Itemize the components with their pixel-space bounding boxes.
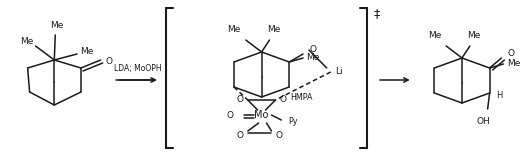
Text: Me: Me <box>467 31 480 40</box>
Text: Mo: Mo <box>254 110 269 120</box>
Text: O: O <box>309 45 317 55</box>
Text: O: O <box>280 95 287 105</box>
Text: O: O <box>105 57 112 66</box>
Text: Me: Me <box>427 31 441 40</box>
Text: Me: Me <box>306 52 320 62</box>
Text: Me: Me <box>20 38 33 47</box>
Text: LDA; MoOPH: LDA; MoOPH <box>114 64 162 73</box>
Text: HMPA: HMPA <box>290 93 313 102</box>
Text: O: O <box>227 112 233 121</box>
Text: O: O <box>237 95 243 105</box>
Text: Me: Me <box>50 21 64 29</box>
Text: H: H <box>496 92 503 100</box>
Text: ‡: ‡ <box>374 7 380 21</box>
Text: O: O <box>508 48 515 57</box>
Text: Me: Me <box>506 59 520 67</box>
Text: Me: Me <box>80 47 94 57</box>
Text: O: O <box>276 131 283 140</box>
Text: Li: Li <box>335 67 342 76</box>
Text: O: O <box>237 131 243 140</box>
Text: Py: Py <box>289 117 298 126</box>
Text: OH: OH <box>477 116 490 126</box>
Text: Me: Me <box>267 26 280 35</box>
Text: Me: Me <box>227 26 241 35</box>
